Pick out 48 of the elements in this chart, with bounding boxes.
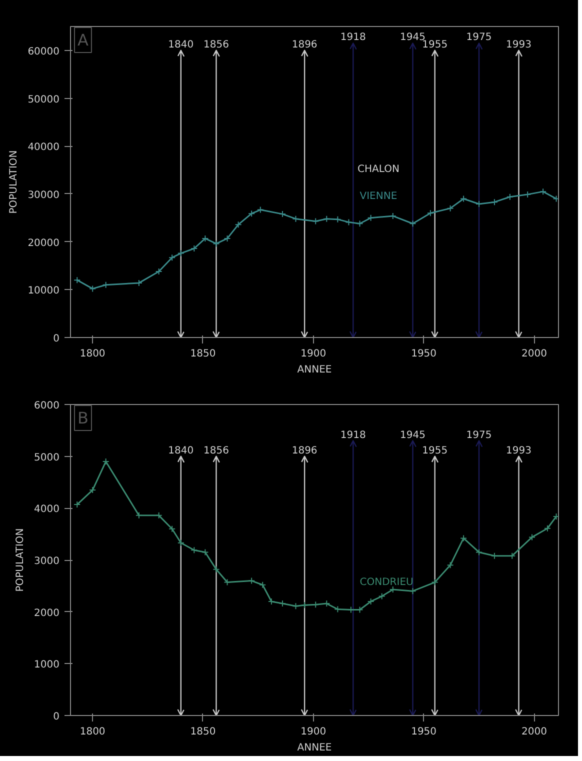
ref-line-label: 1896 xyxy=(292,39,318,50)
ref-line-label: 1975 xyxy=(466,430,492,441)
y-tick-label: 2000 xyxy=(34,608,60,619)
y-axis-title: POPULATION xyxy=(15,528,26,592)
ref-line-label: 1840 xyxy=(168,39,194,50)
y-tick-label: 30000 xyxy=(28,190,60,201)
y-axis-title: POPULATION xyxy=(8,150,20,214)
x-axis-title: ANNEE xyxy=(297,364,332,376)
ref-line-label: 1955 xyxy=(422,39,448,50)
ref-line-label: 1918 xyxy=(340,430,366,441)
x-tick-label: 2000 xyxy=(521,726,547,738)
y-tick-label: 0 xyxy=(53,712,60,722)
series-label: VIENNE xyxy=(360,190,398,202)
x-tick-label: 1800 xyxy=(80,726,106,738)
x-tick-label: 1900 xyxy=(300,726,326,738)
y-tick-label: 50000 xyxy=(28,94,60,106)
x-tick-label: 1850 xyxy=(190,348,216,360)
y-tick-label: 3000 xyxy=(34,556,60,567)
y-tick-label: 20000 xyxy=(28,238,60,249)
ref-line-label: 1856 xyxy=(204,39,229,50)
x-tick-label: 2000 xyxy=(521,348,547,360)
ref-line-label: 1955 xyxy=(422,445,448,456)
y-tick-label: 10000 xyxy=(28,286,60,297)
ref-line-label: 1945 xyxy=(400,430,426,441)
ref-line-label: 1896 xyxy=(292,445,318,456)
annotation: CHALON xyxy=(358,164,400,175)
y-tick-label: 60000 xyxy=(28,46,60,58)
ref-line-label: 1993 xyxy=(506,445,532,456)
ref-line-label: 1993 xyxy=(506,39,532,50)
series-label: CONDRIEU xyxy=(360,576,414,588)
ref-line-label: 1840 xyxy=(168,445,194,456)
y-tick-label: 1000 xyxy=(34,660,60,671)
x-tick-label: 1900 xyxy=(300,348,326,360)
y-tick-label: 4000 xyxy=(34,504,60,516)
y-tick-label: 0 xyxy=(53,334,60,344)
annotation: B xyxy=(78,408,88,428)
ref-line-label: 1856 xyxy=(204,445,229,456)
x-tick-label: 1850 xyxy=(190,726,216,738)
x-tick-label: 1950 xyxy=(411,348,437,360)
ref-line-label: 1918 xyxy=(340,32,366,44)
x-tick-label: 1800 xyxy=(80,348,106,360)
y-tick-label: 6000 xyxy=(34,400,60,412)
x-tick-label: 1950 xyxy=(411,726,437,738)
ref-line-label: 1975 xyxy=(466,32,492,44)
x-axis-title: ANNEE xyxy=(297,742,332,754)
y-tick-label: 5000 xyxy=(34,452,60,464)
annotation: A xyxy=(78,30,88,50)
y-tick-label: 40000 xyxy=(28,142,60,154)
